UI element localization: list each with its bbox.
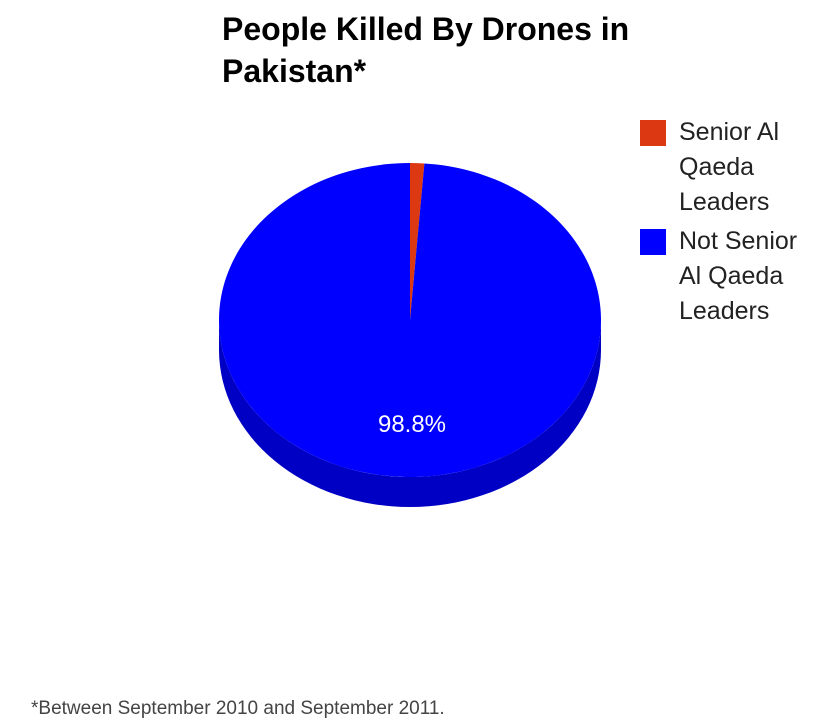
- legend-swatch: [640, 229, 666, 255]
- pie-slice: [218, 163, 601, 477]
- legend-swatch: [640, 120, 666, 146]
- pie-slice: [410, 163, 425, 320]
- footnote: *Between September 2010 and September 20…: [31, 698, 445, 719]
- legend-label: Senior Al Qaeda Leaders: [679, 118, 780, 216]
- chart-title: People Killed By Drones in Pakistan*: [222, 11, 630, 89]
- slice-data-label: 98.8%: [378, 411, 446, 438]
- legend-item-senior: Senior Al Qaeda Leaders: [640, 115, 825, 220]
- legend: Senior Al Qaeda Leaders Not Senior Al Qa…: [640, 115, 825, 333]
- legend-item-not-senior: Not Senior Al Qaeda Leaders: [640, 224, 825, 329]
- pie-side: [219, 320, 601, 507]
- legend-label: Not Senior Al Qaeda Leaders: [679, 227, 798, 325]
